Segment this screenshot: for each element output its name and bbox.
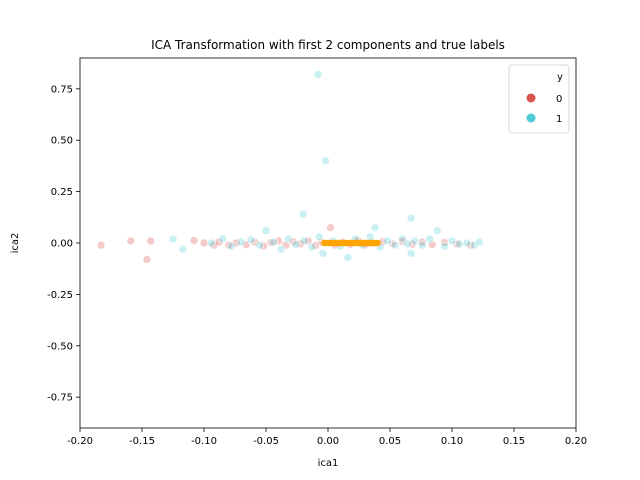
y-tick-label-1: 0.50 xyxy=(51,136,73,147)
point-y0-14 xyxy=(274,236,283,246)
point-y1-23 xyxy=(343,253,353,262)
y-axis: 0.75 0.50 0.25 0.00 -0.25 -0.50 -0.75 xyxy=(47,84,80,404)
points-layer xyxy=(96,70,484,264)
point-y1-13 xyxy=(269,237,278,247)
y-tick-label-4: -0.25 xyxy=(47,290,73,301)
point-y1-2 xyxy=(298,209,308,219)
point-y1-8 xyxy=(227,241,236,251)
point-y1-32 xyxy=(403,239,412,249)
point-y1-17 xyxy=(300,236,309,246)
y-tick-label-5: -0.50 xyxy=(47,341,73,352)
point-y1-3 xyxy=(406,214,416,223)
point-y1-19 xyxy=(314,232,324,242)
point-y1-16 xyxy=(291,240,301,249)
y-tick-label-2: 0.25 xyxy=(51,187,73,198)
point-y1-42 xyxy=(469,240,479,250)
point-y1-10 xyxy=(246,235,256,245)
point-y0-5 xyxy=(199,238,209,248)
point-y1-40 xyxy=(455,239,464,249)
x-tick-label-0: -0.20 xyxy=(67,436,93,447)
legend-marker-1 xyxy=(526,113,536,123)
point-y1-9 xyxy=(236,237,246,247)
point-y0-35 xyxy=(452,239,462,249)
point-y0-21 xyxy=(326,223,335,232)
point-y1-41 xyxy=(462,238,472,248)
point-y1-7 xyxy=(218,234,227,244)
point-y1-39 xyxy=(447,236,457,246)
point-y1-38 xyxy=(440,241,449,251)
point-y1-15 xyxy=(283,234,293,244)
point-y1-33 xyxy=(410,236,420,246)
point-y1-6 xyxy=(207,238,216,248)
point-y1-0 xyxy=(313,70,323,79)
point-y1-26 xyxy=(365,232,375,242)
point-y0-3 xyxy=(146,236,155,246)
legend-title: y xyxy=(557,72,563,83)
x-axis-label: ica1 xyxy=(318,458,339,469)
legend: y 0 1 xyxy=(508,64,570,134)
point-y1-4 xyxy=(168,234,178,244)
point-y1-36 xyxy=(425,234,435,244)
point-y1-1 xyxy=(321,156,330,166)
point-y1-31 xyxy=(398,234,407,244)
point-y1-12 xyxy=(261,226,271,235)
legend-box xyxy=(508,64,570,134)
chart-title: ICA Transformation with first 2 componen… xyxy=(151,38,505,52)
y-tick-label-6: -0.75 xyxy=(47,393,73,404)
y-axis-label: ica2 xyxy=(10,233,21,254)
point-y1-14 xyxy=(276,244,286,254)
point-y1-27 xyxy=(370,223,380,232)
x-tick-label-2: -0.10 xyxy=(191,436,217,447)
legend-label-0: 0 xyxy=(556,94,562,105)
point-y1-20 xyxy=(318,249,328,258)
x-tick-label-6: 0.10 xyxy=(441,436,463,447)
x-axis: -0.20 -0.15 -0.10 -0.05 0.00 0.05 0.10 0.15 0.20 xyxy=(67,428,587,447)
y-tick-label-3: 0.00 xyxy=(51,239,73,250)
point-y1-5 xyxy=(178,244,188,254)
point-y0-13 xyxy=(266,238,276,247)
point-y0-2 xyxy=(142,255,152,264)
legend-marker-0 xyxy=(526,93,536,103)
x-tick-label-8: 0.20 xyxy=(565,436,587,447)
x-tick-label-5: 0.05 xyxy=(379,436,401,447)
y-tick-label-0: 0.75 xyxy=(51,84,73,95)
point-y1-37 xyxy=(432,226,442,235)
x-tick-label-4: 0.00 xyxy=(317,436,339,447)
point-y0-30 xyxy=(398,237,407,246)
x-tick-label-7: 0.15 xyxy=(503,436,525,447)
legend-label-1: 1 xyxy=(556,114,562,125)
point-y0-32 xyxy=(417,237,427,247)
highlight-layer xyxy=(321,239,381,247)
point-y1-18 xyxy=(307,242,317,252)
x-tick-label-3: -0.05 xyxy=(253,436,279,447)
point-y1-29 xyxy=(383,236,392,246)
point-y0-1 xyxy=(126,236,136,246)
point-y1-11 xyxy=(255,240,265,250)
point-y1-34 xyxy=(406,249,416,258)
point-y1-43 xyxy=(474,237,484,247)
point-y1-35 xyxy=(417,240,427,250)
point-y0-29 xyxy=(388,239,397,249)
point-y0-4 xyxy=(189,236,199,245)
point-y0-0 xyxy=(96,240,106,250)
x-tick-label-1: -0.15 xyxy=(129,436,155,447)
highlight-point-25 xyxy=(374,239,381,247)
point-y1-30 xyxy=(390,240,400,250)
